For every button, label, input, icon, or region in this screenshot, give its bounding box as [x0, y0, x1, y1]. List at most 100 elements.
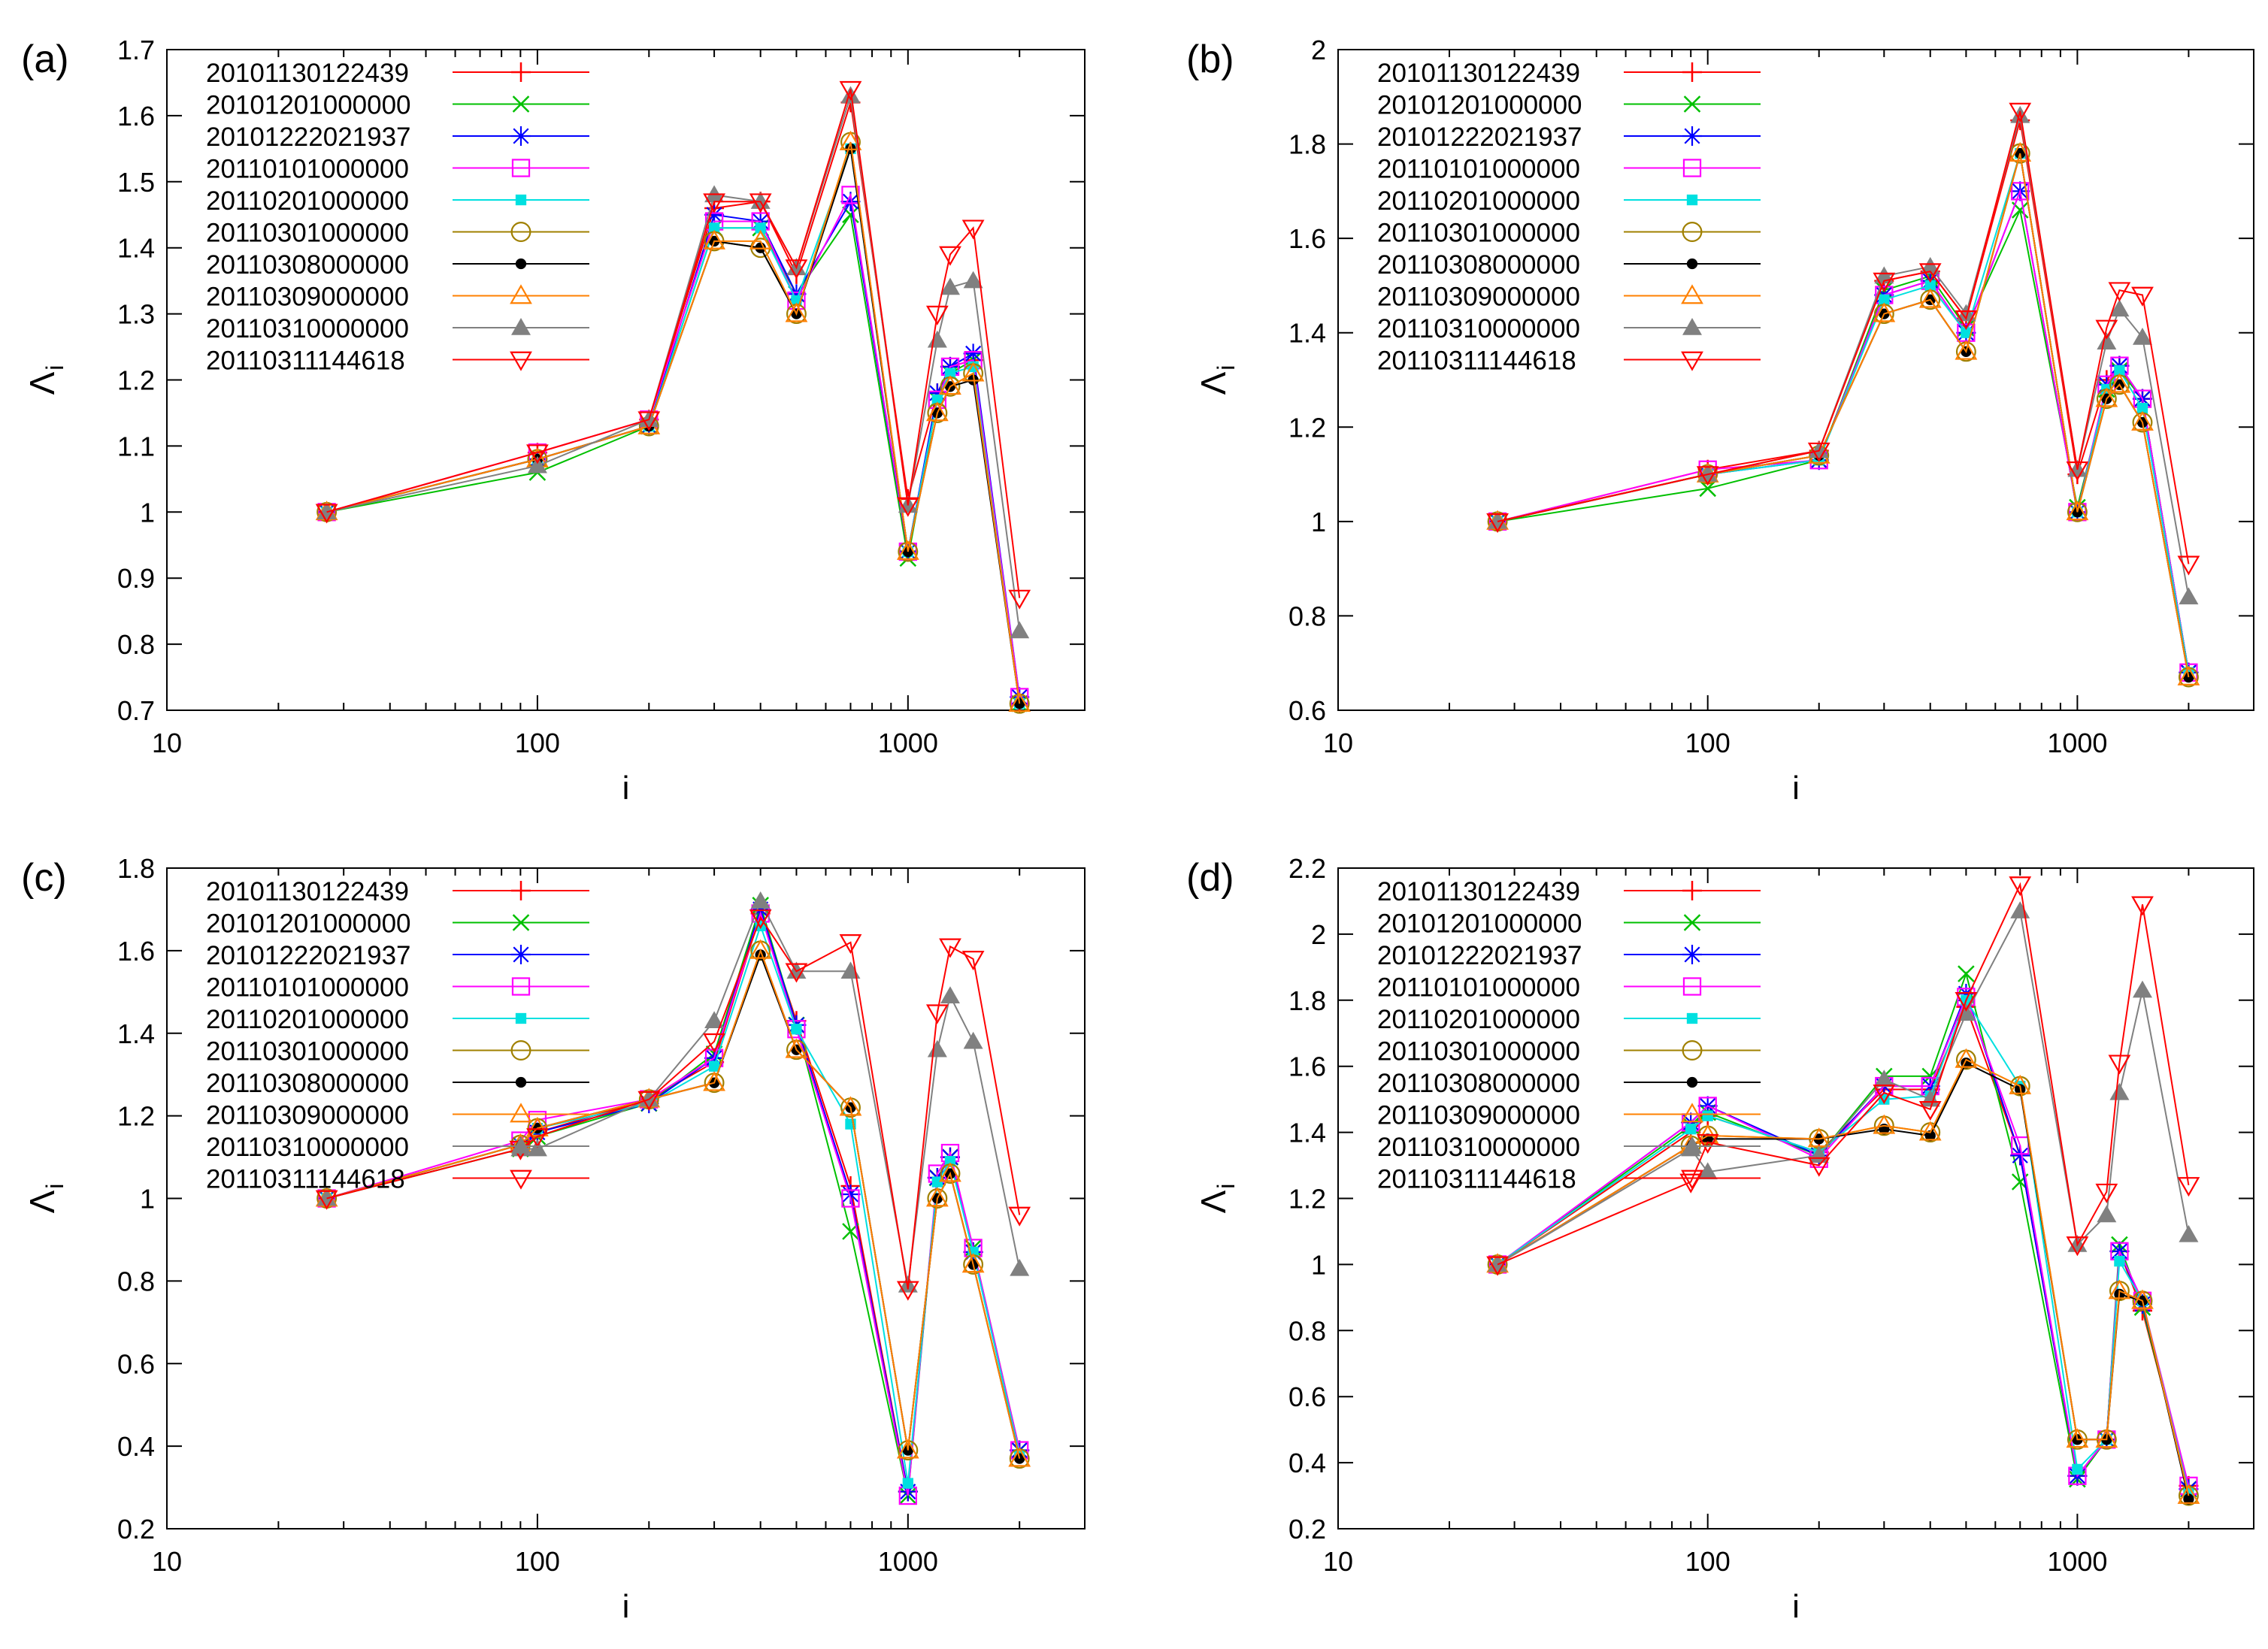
data-point — [1010, 621, 1030, 639]
y-tick-label: 1.6 — [117, 936, 155, 967]
y-tick-label: 1.7 — [117, 35, 155, 65]
y-axis: 0.2 0.4 0.6 0.8 1 1.2 1.4 1.6 1.8 2 2.2 — [1288, 853, 2254, 1545]
series-20110309000000 — [315, 939, 1031, 1467]
legend-item: 20101130122439 — [206, 59, 589, 88]
legend-item: 20110311144618 — [206, 346, 589, 376]
data-point — [1008, 691, 1031, 713]
series-20110201000000 — [321, 920, 1025, 1489]
series-20110101000000 — [317, 186, 1029, 706]
legend-label: 20101130122439 — [1377, 877, 1580, 906]
data-point — [2131, 896, 2154, 916]
legend-label: 20101222021937 — [1377, 123, 1582, 152]
legend-label: 20110201000000 — [1377, 1005, 1580, 1034]
data-point — [1956, 304, 1976, 322]
data-point — [1873, 1114, 1896, 1134]
series-line — [326, 141, 1021, 704]
legend-marker — [510, 1040, 531, 1061]
data-point — [704, 204, 725, 225]
data-point — [2136, 403, 2148, 414]
data-point — [2183, 1493, 2194, 1505]
legend-label: 20110201000000 — [206, 186, 409, 216]
data-point — [840, 961, 861, 979]
data-point — [2009, 876, 2032, 897]
data-point — [939, 246, 961, 266]
legend: 2010113012243920101201000000201012220219… — [1377, 877, 1761, 1194]
data-point — [1873, 272, 1896, 292]
data-point — [963, 1031, 983, 1049]
legend-label: 20101222021937 — [206, 123, 411, 152]
legend-label: 20101222021937 — [206, 941, 411, 970]
y-tick-label: 1.2 — [117, 1101, 155, 1132]
legend-item: 20101130122439 — [206, 877, 589, 906]
panel-label: (b) — [1186, 38, 1234, 81]
y-tick-label: 1.8 — [1288, 985, 1326, 1016]
data-point — [841, 186, 860, 204]
data-point — [2183, 671, 2194, 683]
x-tick-label: 100 — [1685, 1546, 1731, 1577]
data-point — [1918, 1100, 1942, 1121]
y-tick-label: 0.8 — [1288, 1315, 1326, 1346]
legend-item: 20110201000000 — [1377, 186, 1761, 216]
data-point — [786, 284, 807, 304]
data-point — [2114, 365, 2125, 377]
data-point — [2131, 1289, 2154, 1309]
legend-marker — [1682, 945, 1702, 964]
legend-label: 20110310000000 — [1377, 1133, 1580, 1162]
data-point — [931, 394, 943, 406]
data-point — [2108, 282, 2131, 302]
legend-label: 20101201000000 — [1377, 909, 1582, 939]
data-point — [840, 1185, 861, 1205]
y-tick-label: 0.9 — [117, 563, 155, 594]
legend: 2010113012243920101201000000201012220219… — [206, 877, 589, 1194]
data-point — [637, 411, 661, 431]
legend-item: 20101130122439 — [1377, 877, 1761, 906]
y-axis-label-symbol: Λ — [23, 1190, 62, 1213]
data-point — [896, 497, 919, 517]
series-20101222021937 — [1488, 181, 2199, 682]
data-point — [1697, 1162, 1718, 1180]
series-line — [1497, 909, 2190, 1266]
data-point — [939, 375, 961, 395]
data-point — [2095, 1428, 2118, 1448]
panel-label: (a) — [21, 38, 69, 81]
data-point — [961, 219, 985, 240]
legend-label: 20110309000000 — [206, 1101, 409, 1130]
panel-label: (c) — [21, 856, 67, 900]
data-point — [1918, 1121, 1942, 1141]
legend-marker — [511, 126, 531, 146]
legend-label: 20110309000000 — [206, 283, 409, 312]
legend: 2010113012243920101201000000201012220219… — [1377, 59, 1761, 376]
data-point — [2108, 373, 2131, 393]
data-point — [961, 362, 985, 382]
series-20101201000000 — [318, 897, 1028, 1505]
data-point — [925, 401, 949, 422]
data-point — [1699, 480, 1716, 498]
legend-item: 20110309000000 — [206, 283, 589, 312]
y-tick-label: 0.6 — [1288, 695, 1326, 726]
data-point — [1955, 1048, 1978, 1068]
series-line — [326, 923, 1021, 1484]
legend-marker — [1681, 351, 1703, 371]
data-point — [896, 540, 919, 560]
y-tick-label: 1.4 — [1288, 1118, 1326, 1148]
data-point — [2177, 1177, 2200, 1197]
data-point — [791, 1024, 802, 1035]
data-point — [749, 939, 772, 959]
legend-marker — [1683, 914, 1701, 931]
series-20110310000000 — [1488, 105, 2199, 605]
data-point — [1918, 288, 1942, 308]
legend-item: 20110308000000 — [1377, 250, 1761, 280]
data-point — [931, 1176, 943, 1188]
legend-item: 20101201000000 — [1377, 91, 1761, 120]
series-line — [326, 101, 1021, 704]
y-axis-label-subscript: i — [41, 1184, 68, 1189]
legend-marker — [511, 318, 531, 335]
legend-item: 20110301000000 — [206, 219, 589, 248]
data-point — [315, 504, 338, 524]
data-point — [755, 222, 766, 234]
data-point — [1958, 965, 1975, 982]
series-20110310000000 — [316, 891, 1030, 1293]
x-tick-label: 100 — [515, 1546, 560, 1577]
data-point — [1879, 294, 1890, 305]
y-tick-label: 1 — [140, 497, 155, 528]
